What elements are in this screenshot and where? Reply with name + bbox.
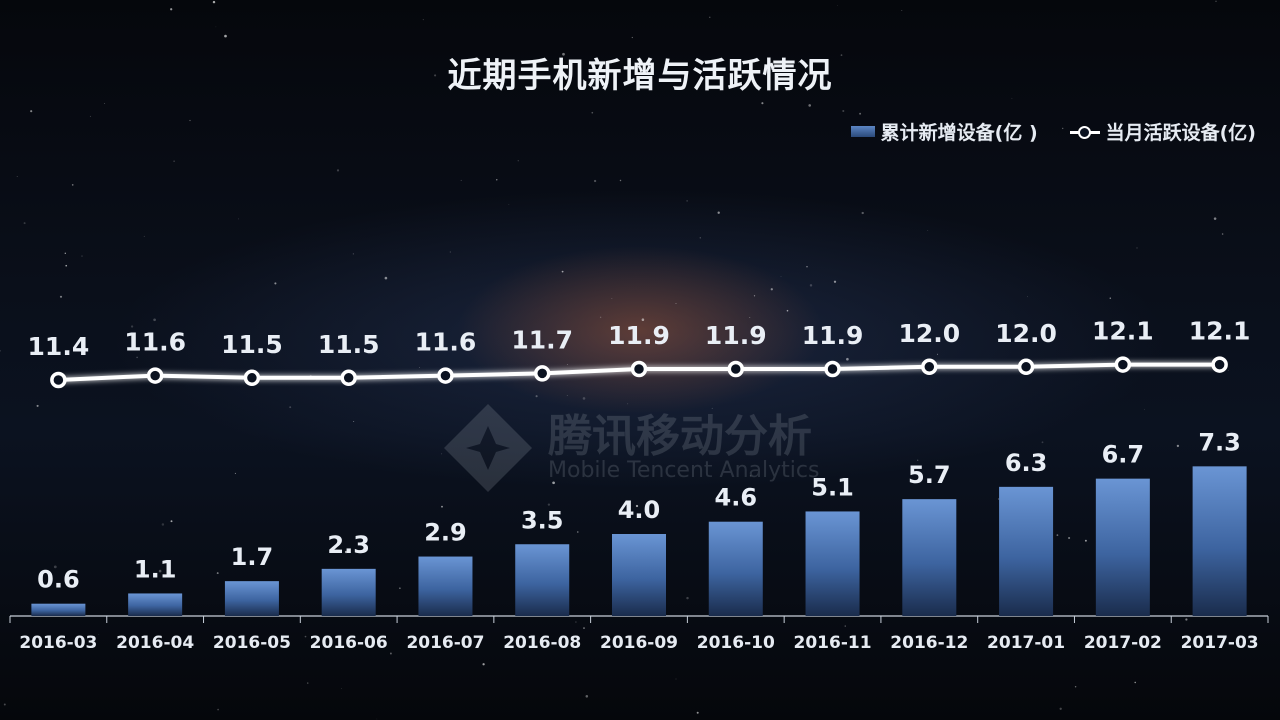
bar-value-label: 4.6	[715, 484, 758, 512]
x-tick-label: 2016-07	[406, 633, 484, 653]
line-value-label: 11.5	[221, 330, 283, 359]
legend-bar-label: 累计新增设备(亿 )	[880, 122, 1038, 144]
x-tick-label: 2016-10	[697, 633, 775, 653]
bar-2016-07	[418, 556, 473, 616]
chart-title: 近期手机新增与活跃情况	[447, 56, 833, 96]
chart-legend: 累计新增设备(亿 ) 当月活跃设备(亿)	[850, 118, 1256, 145]
x-tick-label: 2016-06	[310, 633, 388, 653]
watermark: 腾讯移动分析 Mobile Tencent Analytics	[440, 400, 860, 500]
line-value-label: 12.0	[898, 319, 960, 348]
legend-bar-swatch	[850, 126, 875, 137]
line-point-2016-06	[340, 369, 357, 387]
watermark-en: Mobile Tencent Analytics	[548, 458, 820, 483]
legend-line-swatch	[1069, 124, 1100, 140]
bar-value-label: 6.7	[1102, 441, 1145, 469]
bar-2016-10	[708, 521, 763, 616]
legend-line-label: 当月活跃设备(亿)	[1105, 122, 1256, 144]
bar-2016-12	[902, 499, 957, 616]
line-value-label: 12.0	[995, 319, 1057, 348]
line-point-2016-10	[727, 360, 745, 378]
bar-2017-02	[1095, 478, 1150, 616]
line-value-label: 11.9	[608, 321, 670, 350]
line-point-2016-08	[533, 365, 551, 382]
line-value-label: 11.6	[124, 328, 186, 357]
bar-value-label: 6.3	[1005, 449, 1048, 477]
bar-value-label: 0.6	[37, 566, 80, 594]
line-point-2017-03	[1211, 356, 1228, 373]
line-point-2016-03	[50, 371, 67, 389]
watermark-cn: 腾讯移动分析	[548, 411, 812, 462]
line-value-label: 11.6	[415, 328, 477, 357]
bar-2016-09	[612, 534, 666, 616]
bar-value-label: 1.1	[134, 555, 177, 583]
line-value-label: 12.1	[1189, 317, 1251, 346]
bar-value-label: 3.5	[521, 506, 564, 534]
bar-2017-03	[1192, 466, 1247, 616]
line-point-2016-05	[243, 369, 261, 387]
bar-2017-01	[999, 486, 1054, 616]
x-tick-label: 2016-04	[116, 633, 194, 653]
line-point-2016-12	[921, 358, 938, 376]
x-tick-label: 2016-12	[890, 633, 968, 653]
legend-item-bars: 累计新增设备(亿 )	[850, 118, 1038, 145]
line-point-2017-02	[1114, 356, 1132, 373]
line-point-2017-01	[1017, 358, 1035, 376]
x-tick-label: 2016-09	[600, 633, 678, 653]
line-point-2016-04	[146, 367, 164, 384]
line-point-2016-11	[824, 360, 841, 378]
line-value-label: 11.5	[318, 330, 380, 359]
bar-value-label: 7.3	[1198, 428, 1241, 456]
legend-item-line: 当月活跃设备(亿)	[1069, 118, 1256, 145]
x-tick-label: 2017-03	[1181, 633, 1259, 653]
x-tick-label: 2016-03	[19, 633, 97, 653]
bar-value-label: 5.1	[811, 473, 854, 501]
x-tick-label: 2016-05	[213, 633, 291, 653]
x-tick-label: 2016-11	[794, 633, 872, 653]
line-point-2016-07	[437, 367, 454, 384]
bar-value-label: 2.3	[327, 531, 370, 559]
line-value-label: 11.4	[28, 332, 90, 361]
bar-2016-11	[805, 511, 860, 616]
bar-2016-06	[321, 568, 376, 616]
bar-value-label: 4.0	[618, 496, 661, 524]
line-point-2016-09	[630, 360, 648, 378]
tencent-analytics-logo	[444, 404, 532, 492]
bar-2016-03	[31, 603, 86, 616]
line-value-label: 11.9	[802, 321, 864, 350]
line-value-label: 12.1	[1092, 317, 1154, 346]
bar-value-label: 2.9	[424, 519, 467, 547]
bar-2016-04	[128, 593, 183, 616]
line-value-label: 11.7	[511, 325, 573, 354]
x-tick-label: 2017-01	[987, 633, 1065, 653]
x-tick-label: 2017-02	[1084, 633, 1162, 653]
line-value-label: 11.9	[705, 321, 767, 350]
bar-value-label: 5.7	[908, 461, 951, 489]
bar-value-label: 1.7	[231, 543, 274, 571]
bar-2016-08	[515, 544, 570, 616]
bar-2016-05	[224, 581, 279, 616]
x-tick-label: 2016-08	[503, 633, 581, 653]
